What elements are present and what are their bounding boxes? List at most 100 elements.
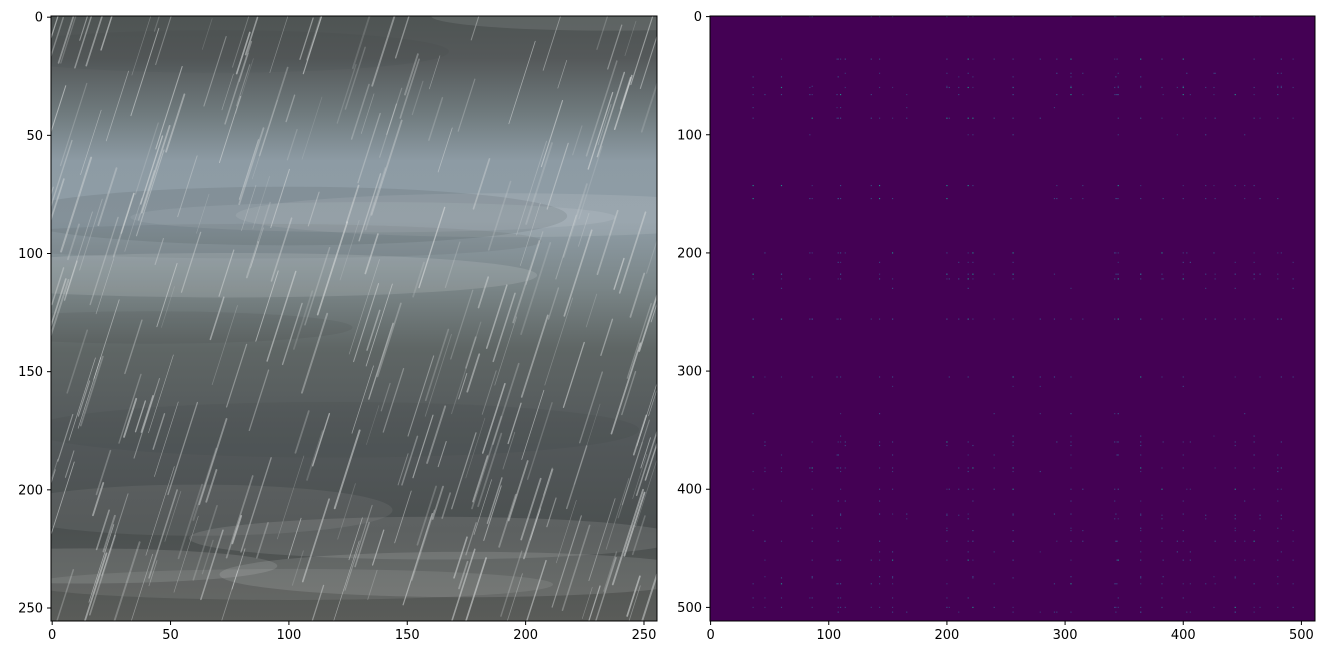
matrix-cell	[1277, 85, 1279, 87]
rain-streak	[200, 529, 224, 601]
rain-streak	[155, 16, 172, 66]
matrix-cell	[1253, 273, 1255, 275]
matrix-cell	[1234, 611, 1236, 613]
matrix-cell	[839, 559, 842, 561]
matrix-cell	[1161, 467, 1163, 469]
rain-streak	[299, 17, 314, 60]
rain-streak	[145, 466, 175, 556]
matrix-cell	[1140, 454, 1142, 456]
matrix-cell	[1082, 488, 1084, 490]
matrix-cell	[891, 16, 894, 18]
matrix-cell	[1280, 514, 1282, 516]
rain-streak	[394, 16, 410, 59]
rain-streak	[502, 431, 516, 470]
matrix-cell	[839, 606, 842, 609]
rain-streak	[458, 560, 469, 590]
matrix-cell	[764, 470, 766, 473]
rain-streak	[141, 125, 171, 214]
matrix-cell	[1182, 467, 1184, 469]
matrix-cell	[1277, 278, 1279, 280]
matrix-cell	[1082, 72, 1084, 74]
rain-streak	[626, 575, 641, 617]
matrix-cell	[891, 197, 894, 200]
rain-streak	[337, 483, 356, 540]
matrix-cell	[1234, 184, 1236, 187]
matrix-cell	[1205, 273, 1207, 275]
matrix-cell	[811, 376, 813, 378]
rain-streak	[444, 241, 461, 288]
rain-streak	[79, 16, 89, 41]
matrix-cell	[1116, 559, 1118, 561]
matrix-cell	[870, 184, 872, 187]
matrix-cell	[891, 287, 894, 289]
rain-streak	[492, 362, 520, 445]
matrix-cell	[1115, 16, 1117, 18]
rain-streak	[618, 211, 647, 294]
matrix-cell	[780, 86, 783, 89]
matrix-cell	[1115, 197, 1117, 200]
rain-streak	[232, 16, 250, 68]
rain-streak	[2, 35, 10, 60]
matrix-cell	[1214, 273, 1216, 275]
rain-streak	[198, 418, 228, 506]
matrix-cell	[839, 441, 842, 443]
rain-streak	[291, 550, 304, 586]
rain-streak	[472, 455, 489, 503]
matrix-cell	[752, 583, 754, 585]
matrix-cell	[1277, 467, 1279, 469]
matrix-cell	[752, 197, 754, 200]
matrix-cell	[1176, 134, 1178, 136]
matrix-cell	[878, 488, 881, 490]
rain-streak	[457, 78, 476, 132]
matrix-cell	[870, 197, 872, 200]
matrix-cell	[1053, 611, 1056, 613]
matrix-cell	[811, 252, 813, 254]
matrix-cell	[1039, 470, 1041, 473]
cloud-band	[51, 402, 639, 458]
rain-streak	[135, 149, 165, 237]
rain-streak	[676, 391, 704, 479]
matrix-cell	[878, 559, 881, 561]
rain-streak	[311, 584, 325, 621]
matrix-cell	[839, 467, 842, 469]
rain-streak	[113, 541, 141, 621]
matrix-cell	[891, 86, 894, 89]
rain-streak	[595, 557, 617, 621]
matrix-cell	[1117, 261, 1119, 263]
rain-streak	[348, 259, 380, 355]
rain-streak	[555, 214, 577, 280]
matrix-cell	[1182, 86, 1184, 89]
rain-streak	[507, 460, 529, 522]
rain-streak	[164, 491, 182, 542]
matrix-cell	[1012, 444, 1014, 447]
matrix-cell	[837, 611, 839, 613]
matrix-cell	[1182, 117, 1184, 119]
matrix-cell	[946, 606, 948, 609]
rain-streak	[692, 382, 709, 435]
matrix-cell	[967, 287, 969, 289]
matrix-cell	[780, 577, 783, 579]
rain-streak	[205, 469, 218, 503]
matrix-cell	[811, 93, 813, 96]
matrix-cell	[946, 514, 948, 516]
matrix-cell	[967, 252, 969, 254]
matrix-cell	[972, 184, 974, 187]
matrix-cell	[967, 16, 969, 18]
matrix-cell	[1012, 278, 1014, 280]
rain-streak	[130, 27, 160, 117]
matrix-cell	[946, 278, 948, 280]
rain-streak	[683, 412, 697, 457]
matrix-cell	[948, 488, 950, 490]
matrix-cell	[946, 58, 948, 60]
matrix-cell	[878, 72, 881, 74]
rain-streak	[581, 587, 593, 619]
axis-ticks-2: 0 100 200 300 400 500 0 100 200 300 400 500	[677, 10, 1314, 643]
matrix-cell	[891, 454, 894, 456]
matrix-cell	[958, 93, 960, 96]
matrix-cell	[1116, 93, 1118, 96]
rain-streak	[302, 16, 323, 75]
rain-streak	[611, 488, 644, 586]
rain-streak	[51, 279, 70, 338]
matrix-cell	[839, 184, 842, 187]
axes-frame-1	[50, 15, 658, 622]
